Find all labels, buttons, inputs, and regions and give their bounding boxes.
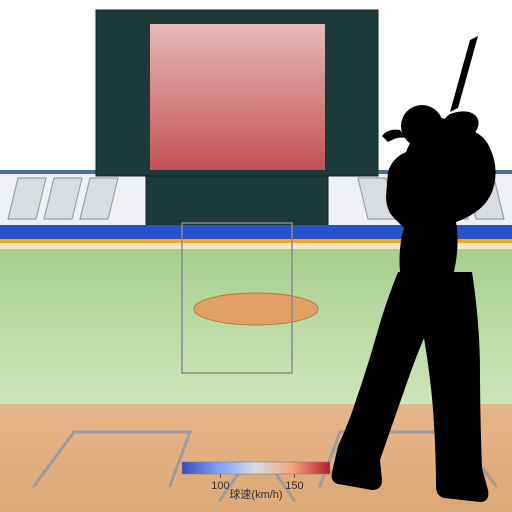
legend-tick: 150 [285, 480, 303, 492]
legend-tick: 100 [211, 480, 229, 492]
legend-label: 球速(km/h) [229, 487, 282, 501]
scene-svg: 100 150球速(km/h) [0, 0, 512, 512]
pitchers-mound [194, 293, 318, 325]
pitch-location-diagram: 100 150球速(km/h) [0, 0, 512, 512]
